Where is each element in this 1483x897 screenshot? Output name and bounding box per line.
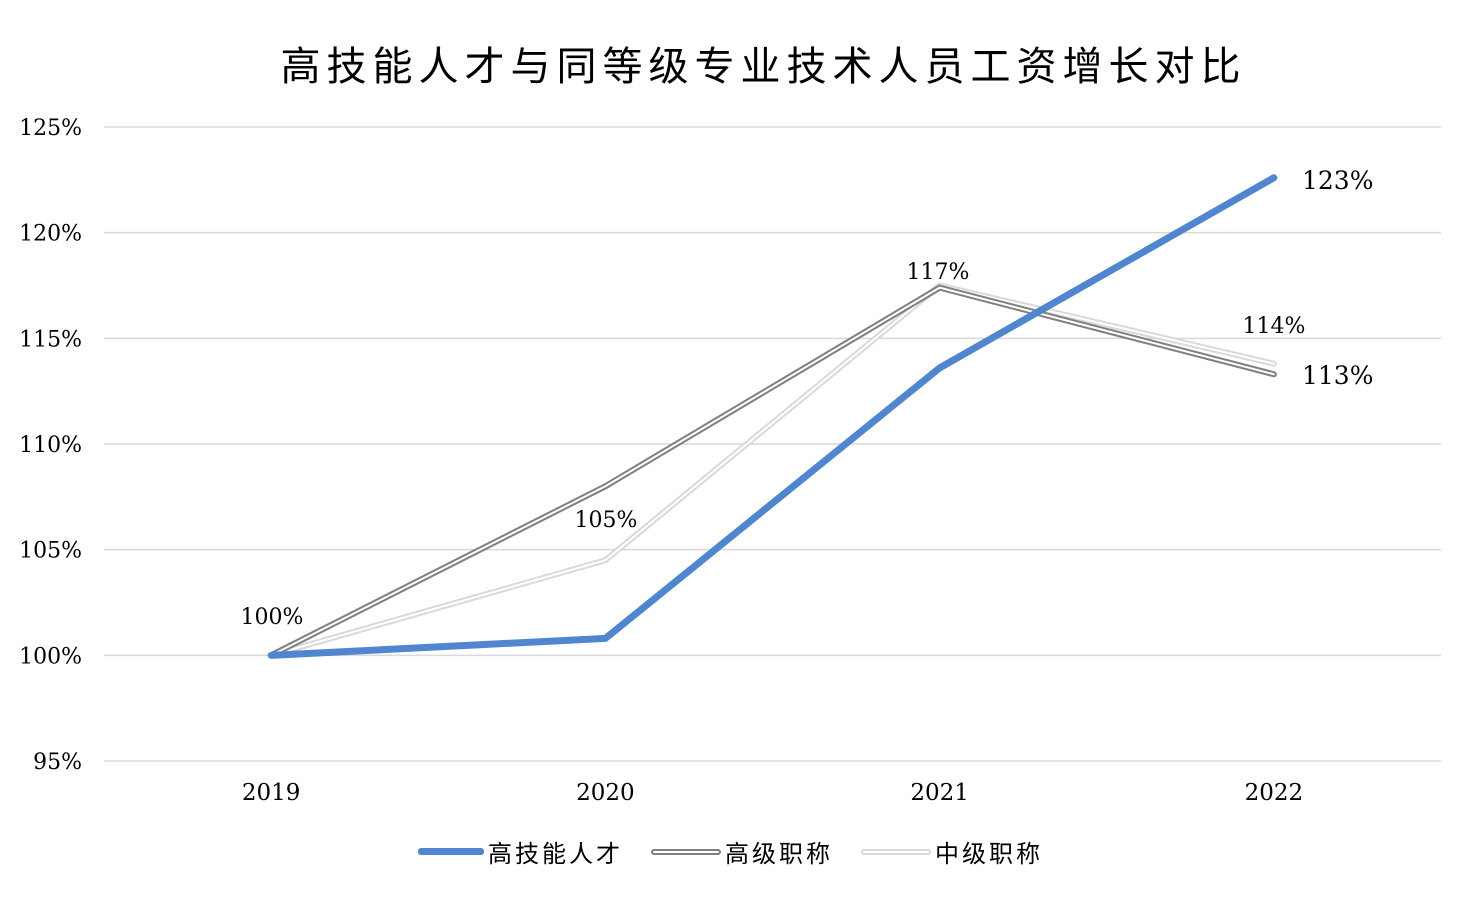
x-tick-label: 2021	[910, 780, 969, 806]
series-line-inner	[270, 284, 1275, 657]
legend-label: 中级职称	[935, 840, 1043, 868]
data-label: 123%	[1302, 166, 1373, 195]
legend-item-intermediate-title[interactable]: 中级职称	[861, 834, 1043, 869]
y-tick-label: 125%	[19, 116, 82, 141]
series-line-intermediate[interactable]	[268, 282, 1277, 659]
data-label: 117%	[907, 260, 970, 285]
data-label: 105%	[575, 508, 638, 533]
y-tick-label: 120%	[19, 222, 82, 247]
legend-label: 高级职称	[725, 840, 833, 868]
x-tick-label: 2022	[1245, 780, 1304, 806]
data-label: 100%	[241, 605, 304, 630]
series-line-inner	[270, 286, 1275, 657]
legend-swatch-dark-gray-icon	[651, 848, 721, 855]
y-tick-label: 105%	[19, 539, 82, 564]
x-tick-label: 2020	[576, 780, 635, 806]
data-labels: 100% 105% 117% 123% 114% 113%	[241, 166, 1374, 630]
legend-label: 高技能人才	[488, 840, 623, 868]
series-lines	[267, 174, 1278, 659]
gridlines	[104, 126, 1441, 762]
legend-item-high-skill[interactable]: 高技能人才	[418, 834, 623, 869]
x-tick-label: 2019	[242, 780, 301, 806]
legend-swatch-light-gray-icon	[861, 848, 931, 855]
legend-swatch-blue-icon	[418, 848, 484, 855]
chart-title: 高技能人才与同等级专业技术人员工资增长对比	[280, 44, 1247, 90]
series-line-high-skill[interactable]	[267, 174, 1278, 659]
series-line-senior[interactable]	[268, 284, 1277, 659]
data-label: 113%	[1302, 361, 1373, 390]
y-axis-ticks: 95% 100% 105% 110% 115% 120% 125%	[19, 116, 82, 775]
y-tick-label: 95%	[33, 750, 82, 775]
data-label: 114%	[1243, 314, 1306, 339]
y-tick-label: 115%	[19, 327, 82, 352]
y-tick-label: 110%	[19, 433, 82, 458]
x-axis-ticks: 2019 2020 2021 2022	[242, 780, 1303, 806]
legend: 高技能人才 高级职称 中级职称	[418, 834, 1071, 869]
legend-item-senior-title[interactable]: 高级职称	[651, 834, 833, 869]
y-tick-label: 100%	[19, 644, 82, 669]
